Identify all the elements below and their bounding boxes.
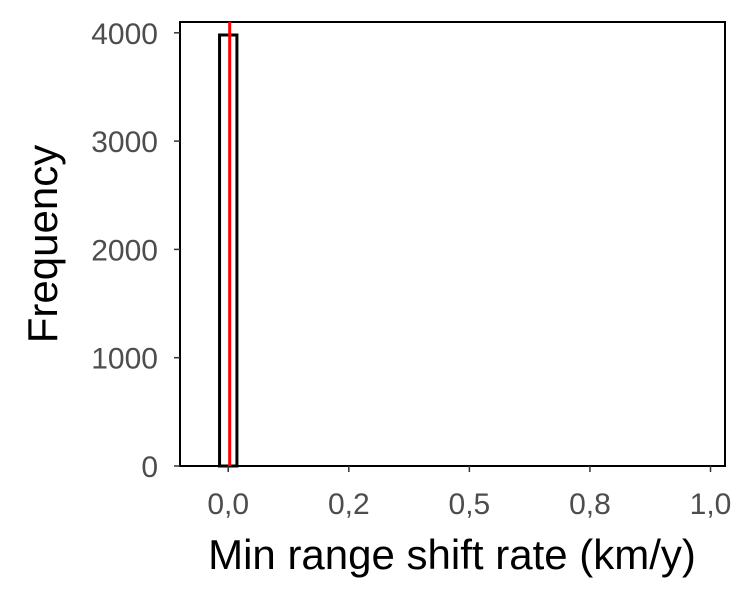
- x-tick-label: 0,0: [207, 488, 249, 521]
- x-tick-label: 1,0: [690, 488, 732, 521]
- x-tick-label: 0,5: [449, 488, 491, 521]
- plot-panel: [179, 21, 726, 467]
- x-axis-ticks: 0,0 0,2 0,5 0,8 1,0: [207, 466, 731, 521]
- x-tick-label: 0,2: [328, 488, 370, 521]
- y-tick-label: 2000: [91, 234, 158, 267]
- y-tick-label: 0: [141, 451, 158, 484]
- x-axis-title: Min range shift rate (km/y): [208, 531, 696, 578]
- y-tick-label: 3000: [91, 126, 158, 159]
- y-tick-label: 1000: [91, 343, 158, 376]
- x-tick-label: 0,8: [569, 488, 611, 521]
- y-axis-title: Frequency: [19, 145, 66, 343]
- y-axis-ticks: 0 1000 2000 3000 4000: [91, 18, 180, 484]
- y-tick-label: 4000: [91, 18, 158, 51]
